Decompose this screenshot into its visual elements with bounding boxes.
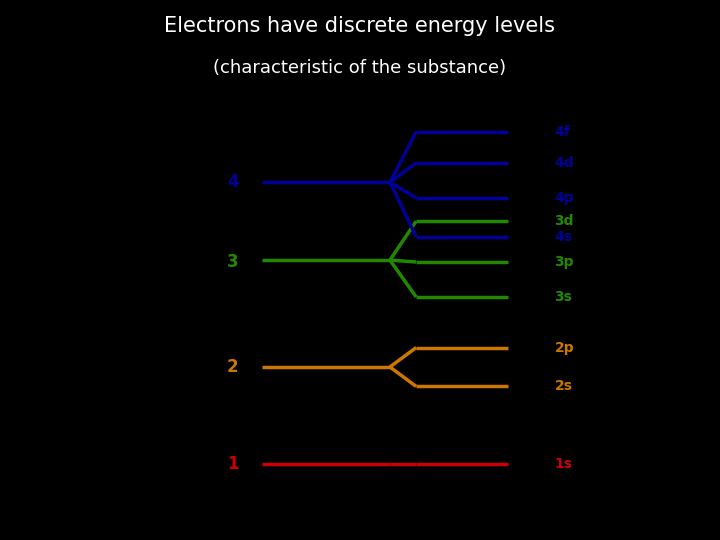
Text: 4f: 4f: [554, 125, 570, 139]
Text: Electrons have discrete energy levels: Electrons have discrete energy levels: [164, 16, 556, 36]
Text: (characteristic of the substance): (characteristic of the substance): [213, 59, 507, 77]
Text: 1s: 1s: [554, 457, 572, 471]
Text: 2: 2: [227, 358, 238, 376]
Text: 3p: 3p: [554, 255, 574, 269]
Text: E: E: [220, 268, 231, 287]
Text: 4d: 4d: [554, 156, 574, 170]
Text: 4p: 4p: [554, 191, 574, 205]
Text: 3s: 3s: [554, 290, 572, 304]
Text: 3: 3: [227, 253, 238, 271]
Text: 4s: 4s: [554, 230, 572, 244]
Text: 3d: 3d: [554, 214, 574, 228]
Text: 2p: 2p: [554, 341, 574, 355]
Text: 1: 1: [227, 455, 238, 473]
Text: 2s: 2s: [554, 380, 572, 394]
Text: 4: 4: [227, 173, 238, 191]
